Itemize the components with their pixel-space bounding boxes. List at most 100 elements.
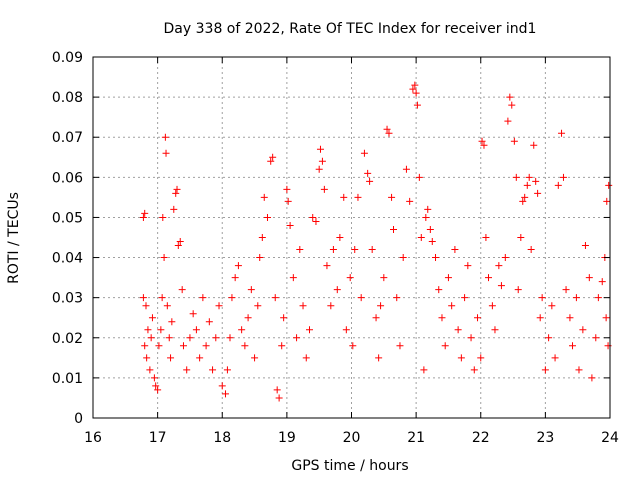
x-tick-label: 20 <box>343 430 361 446</box>
data-point <box>176 238 184 246</box>
data-point <box>159 213 167 221</box>
data-point <box>536 314 544 322</box>
y-tick-label: 0 <box>74 411 83 427</box>
data-point <box>354 193 362 201</box>
data-point <box>327 302 335 310</box>
data-point <box>598 278 606 286</box>
data-point <box>162 149 170 157</box>
data-point <box>383 125 391 133</box>
y-tick-label: 0.06 <box>52 170 83 186</box>
data-point <box>202 342 210 350</box>
x-tick-label: 19 <box>278 430 296 446</box>
data-point <box>329 246 337 254</box>
data-point <box>296 246 304 254</box>
y-tick-label: 0.01 <box>52 371 83 387</box>
y-tick-label: 0.08 <box>52 90 83 106</box>
data-point <box>523 181 531 189</box>
data-point <box>228 294 236 302</box>
data-point <box>501 254 509 262</box>
data-point <box>521 193 529 201</box>
data-point <box>212 334 220 342</box>
data-point <box>592 334 600 342</box>
data-point <box>409 85 417 93</box>
data-point <box>167 354 175 362</box>
data-point <box>144 326 152 334</box>
data-point <box>148 314 156 322</box>
data-point <box>168 318 176 326</box>
data-point <box>532 177 540 185</box>
data-point <box>551 354 559 362</box>
data-point <box>399 254 407 262</box>
data-point <box>289 274 297 282</box>
data-point <box>514 286 522 294</box>
data-point <box>244 314 252 322</box>
data-point <box>247 286 255 294</box>
data-point <box>275 394 283 402</box>
data-point <box>506 93 514 101</box>
data-point <box>508 101 516 109</box>
data-point <box>368 246 376 254</box>
data-point <box>258 234 266 241</box>
data-point <box>215 302 223 310</box>
y-tick-label: 0.04 <box>52 251 83 267</box>
data-point <box>221 390 229 398</box>
data-point <box>510 137 518 145</box>
data-point <box>238 326 246 334</box>
data-point <box>360 149 368 157</box>
data-point <box>254 302 262 310</box>
data-point <box>451 246 459 254</box>
data-point <box>530 141 538 149</box>
data-point <box>189 310 197 318</box>
data-point <box>377 302 385 310</box>
data-point <box>165 334 173 342</box>
data-point <box>420 366 428 374</box>
data-point <box>336 234 344 241</box>
data-point <box>444 274 452 282</box>
data-point <box>562 286 570 294</box>
data-point <box>366 177 374 185</box>
data-point <box>545 334 553 342</box>
data-point <box>428 238 436 246</box>
data-point <box>309 213 317 221</box>
data-point <box>495 262 503 270</box>
data-point <box>385 129 393 137</box>
data-point <box>293 334 301 342</box>
data-point <box>342 326 350 334</box>
y-tick-label: 0.09 <box>52 50 83 66</box>
data-point <box>575 366 583 374</box>
data-point <box>205 318 213 326</box>
data-point <box>209 366 217 374</box>
data-point <box>581 242 589 250</box>
data-point <box>139 213 147 221</box>
data-point <box>141 342 149 350</box>
data-point <box>323 262 331 270</box>
data-point <box>192 326 200 334</box>
data-point <box>572 294 580 302</box>
data-point <box>424 205 432 213</box>
data-point <box>566 314 574 322</box>
data-point <box>178 286 186 294</box>
grid-layer <box>93 57 610 418</box>
data-point <box>432 254 440 262</box>
data-point <box>604 342 612 350</box>
data-point <box>435 286 443 294</box>
data-point <box>579 326 587 334</box>
data-point <box>263 213 271 221</box>
data-point <box>183 366 191 374</box>
data-point <box>480 141 488 149</box>
tick-layer: 0 0.01 0.02 0.03 0.04 0.05 0.06 0.07 0.08 0.09 16 1… <box>52 50 619 446</box>
data-point <box>390 225 398 233</box>
data-point <box>170 205 178 213</box>
data-point <box>605 181 613 189</box>
data-point <box>283 185 291 193</box>
data-point <box>172 189 180 197</box>
data-point <box>179 342 187 350</box>
y-axis-label: ROTI / TECUs <box>6 192 22 284</box>
data-point <box>485 274 493 282</box>
data-point <box>441 342 449 350</box>
data-point <box>585 274 593 282</box>
data-point <box>234 262 242 270</box>
data-point <box>269 153 277 161</box>
data-point <box>406 197 414 205</box>
data-point <box>488 302 496 310</box>
